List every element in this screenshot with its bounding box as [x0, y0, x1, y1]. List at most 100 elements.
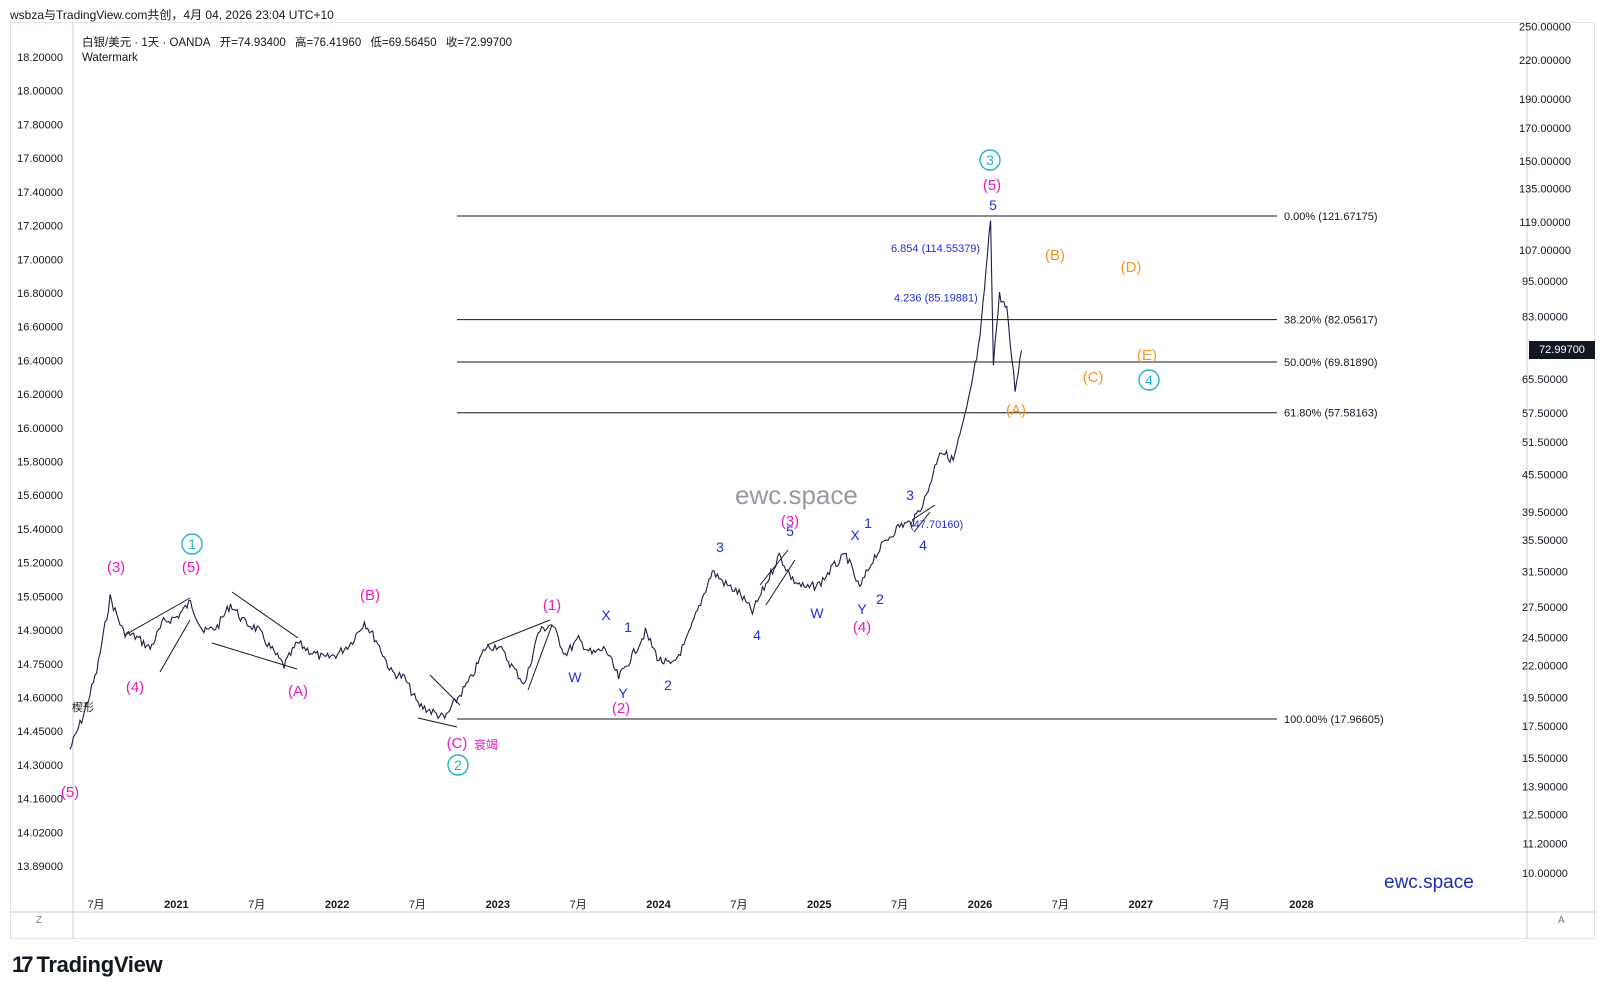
time-axis-tick-label: 7月 [87, 899, 104, 911]
right-axis-tick-label: 220.00000 [1519, 55, 1571, 67]
blue-wave-label: 4 [753, 627, 761, 643]
magenta-wave-label: (5) [61, 784, 79, 801]
last-price-tag: 72.99700 [1529, 341, 1595, 360]
fib-level-label: 0.00% (121.67175) [1284, 211, 1378, 223]
right-axis-tick-label: 107.00000 [1519, 245, 1571, 257]
magenta-wave-label: (4) [853, 619, 871, 636]
orange-wave-label: (B) [1045, 247, 1065, 264]
left-axis-tick-label: 14.60000 [17, 692, 63, 704]
blue-wave-label: X [601, 607, 611, 623]
cyan-wave-label: 4 [1145, 372, 1153, 388]
right-axis-tick-label: 95.00000 [1522, 276, 1568, 288]
pattern-trendline [759, 549, 789, 586]
time-axis-tick-label: 7月 [730, 899, 747, 911]
left-axis-tick-label: 16.80000 [17, 288, 63, 300]
right-axis-tick-label: 170.00000 [1519, 123, 1571, 135]
left-axis-tick-label: 17.80000 [17, 119, 63, 131]
pattern-trendline [417, 717, 458, 728]
cyan-wave-label: 2 [454, 757, 462, 773]
watermark-indicator-label[interactable]: Watermark [82, 52, 138, 64]
exhaustion-label: 衰竭 [474, 737, 498, 752]
left-axis-tick-label: 16.60000 [17, 322, 63, 334]
right-axis-tick-label: 119.00000 [1519, 217, 1570, 229]
blue-wave-label: 3 [906, 487, 914, 503]
left-axis-tick-label: 13.89000 [17, 861, 63, 873]
left-axis-tick-label: 14.30000 [17, 760, 63, 772]
blue-wave-label: 5 [989, 197, 997, 213]
right-axis-tick-label: 57.50000 [1522, 408, 1568, 420]
high-value: 高=76.41960 [295, 37, 362, 49]
right-axis-tick-label: 12.50000 [1522, 809, 1568, 821]
time-axis-tick-label: 7月 [1052, 899, 1069, 911]
right-axis-tick-label: 10.00000 [1522, 868, 1568, 880]
time-axis-tick-label: 2024 [646, 899, 671, 911]
pattern-trendline [159, 619, 191, 673]
cyan-wave-circle [447, 754, 469, 776]
left-axis-tick-label: 18.20000 [17, 52, 63, 64]
magenta-wave-label: (B) [360, 587, 380, 604]
wave-labels: 1 2 3 4 (1) (2) (3) (4) (5) (3) (5) (4) (A) (B) (C) (5)… [61, 149, 1160, 801]
fib-level-label: 100.00% (17.96605) [1284, 714, 1384, 726]
left-axis-tick-label: 14.16000 [17, 794, 63, 806]
time-axis: 7月 2021 7月 2022 7月 2023 7月 2024 7月 2025 7月 2026 7月 20… [87, 899, 1313, 911]
auto-scale-button[interactable]: A [1558, 915, 1565, 926]
magenta-wave-label: (1) [543, 597, 561, 614]
orange-wave-label: (A) [1006, 402, 1026, 419]
right-axis-tick-label: 250.00000 [1519, 22, 1571, 34]
magenta-wave-label: (C) [447, 735, 468, 752]
right-axis-tick-label: 17.50000 [1522, 721, 1568, 733]
magenta-wave-label: (5) [182, 559, 200, 576]
left-axis-tick-label: 14.90000 [17, 625, 63, 637]
magenta-wave-label: (3) [781, 513, 799, 530]
time-axis-tick-label: 2023 [486, 899, 510, 911]
left-axis-tick-label: 14.75000 [17, 659, 63, 671]
right-axis-tick-label: 83.00000 [1522, 312, 1568, 324]
price-line [69, 220, 1023, 750]
left-axis-tick-label: 15.40000 [17, 524, 63, 536]
left-axis-tick-label: 15.05000 [17, 591, 63, 603]
time-axis-tick-label: 7月 [570, 899, 587, 911]
zoom-button[interactable]: Z [36, 915, 43, 926]
left-axis-tick-label: 15.80000 [17, 457, 63, 469]
fib-level-label: 50.00% (69.81890) [1284, 357, 1378, 369]
blue-wave-label: 1 [864, 515, 872, 531]
right-axis-tick-label: 150.00000 [1519, 156, 1571, 168]
blue-wave-label: W [810, 605, 824, 621]
left-axis-tick-label: 18.00000 [17, 86, 63, 98]
right-axis-tick-label: 45.50000 [1522, 470, 1568, 482]
time-axis-tick-label: 2025 [807, 899, 831, 911]
cyan-wave-circle [1138, 369, 1160, 391]
cyan-wave-label: 1 [188, 536, 196, 552]
right-axis-tick-label: 19.50000 [1522, 692, 1568, 704]
magenta-wave-label: (5) [983, 177, 1001, 194]
tradingview-logo-icon: 17 [12, 952, 34, 977]
chart-header-title: wsbza与TradingView.com共创，4月 04, 2026 23:0… [10, 8, 334, 22]
orange-wave-label: (C) [1083, 369, 1104, 386]
pattern-trendline [486, 619, 551, 646]
left-axis-tick-label: 15.20000 [17, 558, 63, 570]
time-axis-tick-label: 7月 [1213, 899, 1230, 911]
cyan-wave-circle [979, 149, 1001, 171]
time-axis-tick-label: 2022 [325, 899, 349, 911]
right-axis-tick-label: 13.90000 [1522, 781, 1568, 793]
right-axis-tick-label: 15.50000 [1522, 753, 1568, 765]
pattern-trendline [765, 559, 796, 606]
time-axis-tick-label: 7月 [409, 899, 426, 911]
left-axis-tick-label: 14.02000 [17, 827, 63, 839]
left-axis-tick-label: 16.00000 [17, 423, 63, 435]
left-axis-tick-label: 16.20000 [17, 389, 63, 401]
tradingview-brand[interactable]: 17 TradingView [12, 952, 163, 978]
right-price-axis: 250.00000 220.00000 190.00000 170.00000 150.… [1519, 22, 1571, 880]
price-series [69, 220, 1023, 750]
right-axis-tick-label: 27.50000 [1522, 602, 1568, 614]
fib-level-label: 38.20% (82.05617) [1284, 315, 1378, 327]
right-axis-tick-label: 31.50000 [1522, 566, 1568, 578]
orange-wave-label: (D) [1121, 259, 1142, 276]
symbol-legend[interactable]: 白银/美元 · 1天 · OANDA 开=74.93400 高=76.41960… [82, 34, 518, 50]
low-value: 低=69.56450 [370, 37, 437, 49]
pattern-trendline [124, 597, 191, 636]
right-axis-tick-label: 11.20000 [1522, 838, 1567, 850]
left-axis-tick-label: 15.60000 [17, 490, 63, 502]
time-axis-tick-label: 2026 [968, 899, 992, 911]
